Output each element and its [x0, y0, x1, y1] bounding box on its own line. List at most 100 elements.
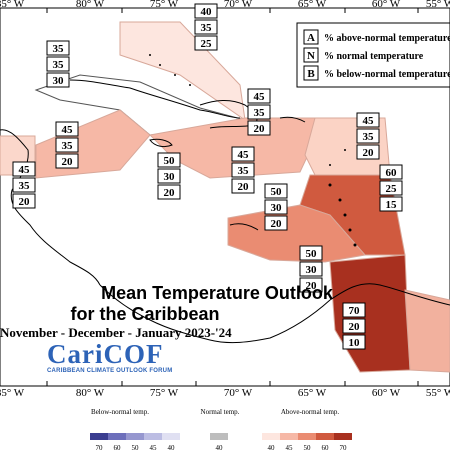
lon-label: 85° W	[0, 387, 25, 399]
abn-key-frame	[296, 22, 450, 88]
coast-cuba	[69, 79, 241, 119]
legend-swatch-normal-40	[210, 433, 228, 440]
lon-label: 75° W	[150, 0, 179, 10]
region-n-value: 30	[164, 171, 176, 183]
region-n-value: 35	[53, 59, 65, 71]
coastlines	[0, 79, 450, 344]
region-b-value: 20	[306, 280, 318, 292]
legend-swatch-below-70	[90, 433, 108, 440]
legend-below-label: Below-normal temp.	[91, 408, 149, 416]
key-b-letter: B	[307, 68, 315, 80]
coast-abc	[229, 223, 259, 231]
caricof-logo: CariCOF CARIBBEAN CLIMATE OUTLOOK FORUM	[47, 340, 177, 380]
region-b-value: 20	[254, 123, 266, 135]
graticule-ticks	[46, 8, 419, 386]
region-b-value: 20	[271, 218, 283, 230]
abn-key: A N B % above-normal temperature % norma…	[296, 22, 450, 88]
region-a-value: 45	[19, 164, 31, 176]
region-caribbean-sea: 50 30 20	[264, 183, 288, 231]
legend-tick: 45	[150, 444, 158, 450]
region-n-value: 30	[271, 202, 283, 214]
lon-label: 80° W	[76, 387, 105, 399]
region-a-value: 45	[363, 115, 375, 127]
region-jamaica: 50 30 20	[157, 152, 181, 200]
region-leeward: 45 35 20	[356, 112, 380, 160]
region-n-value: 30	[306, 264, 318, 276]
region-b-value: 10	[349, 337, 361, 349]
coast-jamaica	[149, 138, 173, 148]
logo-name: CariCOF	[47, 339, 164, 369]
lon-label: 55° W	[426, 0, 450, 10]
region-a-value: 50	[306, 248, 318, 260]
region-n-value: 20	[349, 321, 361, 333]
region-belize: 45 35 20	[12, 161, 36, 209]
region-cuba: 35 35 30	[46, 40, 70, 88]
region-b-value: 20	[164, 187, 176, 199]
region-n-value: 25	[386, 183, 398, 195]
legend-tick: 60	[322, 444, 330, 450]
region-n-value: 35	[62, 140, 74, 152]
legend-swatch-below-40	[162, 433, 180, 440]
map-title-line1: Mean Temperature Outlook	[101, 283, 333, 303]
key-a-text: % above-normal temperature	[324, 33, 450, 44]
abn-letter-box	[303, 65, 319, 81]
zone-guianas-east	[404, 289, 450, 373]
legend-tick: 70	[96, 444, 104, 450]
region-a-value: 50	[271, 186, 283, 198]
lon-label: 70° W	[224, 0, 253, 10]
region-b-value: 20	[19, 196, 31, 208]
region-guianas: 70 20 10	[342, 302, 366, 350]
legend-tick: 40	[216, 444, 224, 450]
abn-letter-box	[303, 47, 319, 63]
region-cayman: 45 35 20	[55, 121, 79, 169]
region-n-value: 35	[19, 180, 31, 192]
islands	[149, 54, 357, 247]
legend-swatch-below-50	[126, 433, 144, 440]
map-title-line2: for the Caribbean	[70, 304, 220, 324]
region-a-value: 50	[164, 155, 176, 167]
legend-tick: 40	[268, 444, 276, 450]
key-n-letter: N	[307, 50, 315, 62]
region-n-value: 35	[238, 165, 250, 177]
region-hispaniola: 45 35 20	[247, 88, 271, 136]
legend-normal-label: Normal temp.	[201, 408, 240, 416]
logo-subtitle: CARIBBEAN CLIMATE OUTLOOK FORUM	[47, 368, 173, 374]
region-a-value: 70	[349, 305, 361, 317]
lon-labels-top: 85° W 80° W 75° W 70° W 65° W 60° W 55° …	[0, 0, 450, 10]
lon-label: 70° W	[224, 387, 253, 399]
region-a-value: 40	[201, 6, 213, 18]
region-n-value: 35	[254, 107, 266, 119]
region-bahamas: 40 35 25	[194, 3, 218, 51]
lon-label: 85° W	[0, 0, 25, 10]
region-b-value: 15	[386, 199, 398, 211]
region-a-value: 60	[386, 167, 398, 179]
region-a-value: 45	[62, 124, 74, 136]
key-n-text: % normal temperature	[324, 51, 424, 62]
lon-labels-bottom: 85° W 80° W 75° W 70° W 65° W 60° W 55° …	[0, 387, 450, 399]
region-b-value: 20	[238, 181, 250, 193]
region-a-value: 35	[53, 43, 65, 55]
lon-label: 65° W	[298, 387, 327, 399]
key-b-text: % below-normal temperature	[324, 69, 450, 80]
coast-south-america	[99, 283, 450, 344]
lon-label: 55° W	[426, 387, 450, 399]
coast-puerto-rico	[279, 116, 306, 123]
legend-tick: 50	[132, 444, 140, 450]
region-n-value: 35	[201, 22, 213, 34]
region-n-value: 35	[363, 131, 375, 143]
legend-above-label: Above-normal temp.	[281, 408, 340, 416]
lon-label: 65° W	[298, 0, 327, 10]
lon-label: 75° W	[150, 387, 179, 399]
probability-boxes: 40 35 25 35 35 30 45 35 20 45 35 20 45 3…	[12, 3, 403, 350]
coast-central-america	[0, 129, 101, 286]
legend-tick: 70	[340, 444, 348, 450]
region-abc: 50 30 20	[299, 245, 323, 293]
lon-label: 80° W	[76, 0, 105, 10]
region-a-value: 45	[238, 149, 250, 161]
legend-swatch-above-40	[262, 433, 280, 440]
legend-tick: 45	[286, 444, 294, 450]
region-b-value: 20	[62, 156, 74, 168]
region-b-value: 30	[53, 75, 65, 87]
abn-letter-box	[303, 29, 319, 45]
